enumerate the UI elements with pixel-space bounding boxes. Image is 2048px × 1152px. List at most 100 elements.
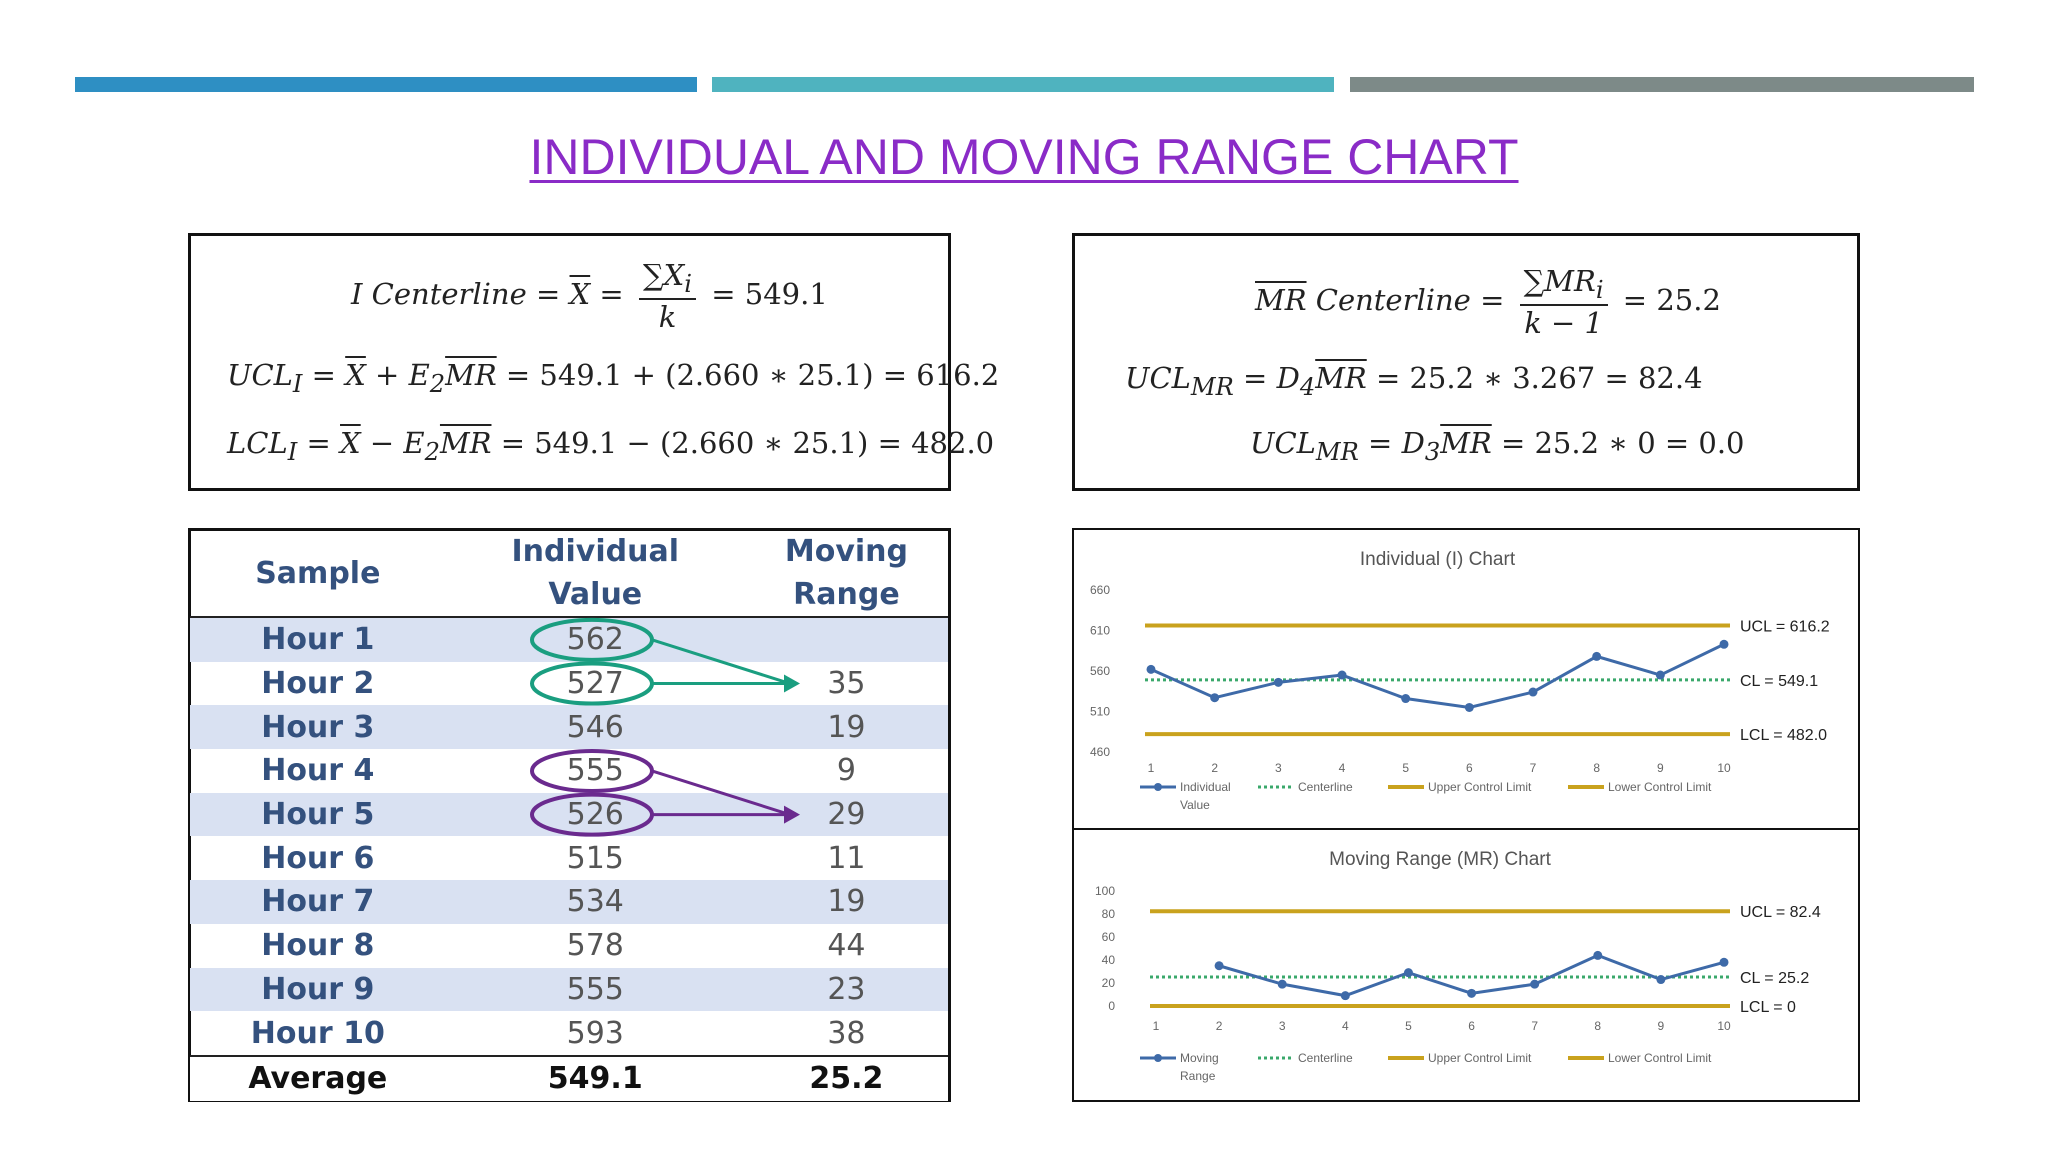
- y-tick-label: 40: [1102, 953, 1116, 967]
- x-tick-label: 8: [1593, 761, 1600, 775]
- table-row: Hour 10 593 38: [190, 1011, 948, 1056]
- individual-cell: 527: [566, 666, 624, 702]
- x-tick-label: 6: [1468, 1019, 1475, 1033]
- header-bar-teal: [712, 77, 1334, 92]
- y-tick-label: 510: [1090, 705, 1110, 719]
- x-tick-label: 9: [1657, 761, 1664, 775]
- i-lcl-value: 549.1 − (2.660 ∗ 25.1) = 482.0: [534, 426, 995, 460]
- x-tick-label: 3: [1275, 761, 1282, 775]
- y-tick-label: 560: [1090, 664, 1110, 678]
- mr-chart-box: [1072, 828, 1860, 1102]
- x-tick-label: 5: [1405, 1019, 1412, 1033]
- slide-title: INDIVIDUAL AND MOVING RANGE CHART: [529, 129, 1519, 185]
- legend-swatch-marker: [1154, 783, 1162, 791]
- moving-range-cell: 11: [827, 840, 866, 876]
- moving-range-cell: 23: [744, 967, 948, 1012]
- individual-cell: 555: [445, 967, 745, 1012]
- legend-label: Lower Control Limit: [1608, 780, 1712, 794]
- highlight-arrow: [651, 638, 791, 685]
- x-tick-label: 2: [1211, 761, 1218, 775]
- sample-cell: Hour 9: [190, 967, 446, 1012]
- highlight-ellipse: [530, 792, 654, 837]
- sample-cell: Hour 10: [250, 1015, 385, 1051]
- data-point: [1210, 693, 1220, 703]
- sample-cell: Hour 5: [190, 792, 446, 837]
- sample-cell: Hour 4: [261, 753, 375, 789]
- data-point: [1592, 651, 1602, 661]
- data-point: [1464, 702, 1474, 712]
- sample-cell: Hour 3: [190, 705, 446, 750]
- header-bar-blue: [75, 77, 697, 92]
- y-tick-label: 20: [1102, 976, 1116, 990]
- table-row: Hour 9 555 23: [190, 967, 948, 1012]
- arrow-head: [784, 674, 800, 693]
- data-point: [1656, 975, 1666, 985]
- sample-cell: Hour 7: [190, 880, 446, 924]
- data-point: [1214, 961, 1224, 971]
- data-table: Sample Individual Value Moving Range Hou…: [190, 530, 948, 1101]
- highlight-arrow: [651, 769, 791, 817]
- i-formula-box: I Centerline = X = ∑Xi k = 549.1 UCLI = X…: [188, 233, 999, 491]
- arrow-head: [784, 805, 800, 824]
- header-bar-gray: [1350, 77, 1974, 92]
- data-point: [1146, 664, 1156, 674]
- x-tick-label: 5: [1402, 761, 1409, 775]
- data-point: [1655, 670, 1665, 680]
- header-individual: Individual Value: [445, 530, 745, 618]
- legend-swatch-marker: [1154, 1054, 1162, 1062]
- control-limit-label: CL = 549.1: [1740, 673, 1818, 690]
- individual-cell: 555: [566, 753, 624, 789]
- control-limit-label: CL = 25.2: [1740, 970, 1809, 987]
- moving-range-cell: 38: [827, 1015, 866, 1051]
- moving-range-cell: 9: [836, 753, 856, 789]
- table-row: Hour 4 555 9: [190, 749, 948, 793]
- legend-label: Moving: [1180, 1051, 1219, 1065]
- data-point: [1337, 670, 1347, 680]
- table-row: Hour 5 526 29: [190, 792, 948, 837]
- mr-formula-box: MR Centerline = ∑MRi k − 1 = 25.2 UCLMR =…: [1072, 233, 1860, 491]
- data-point: [1403, 968, 1413, 978]
- x-tick-label: 8: [1594, 1019, 1601, 1033]
- moving-range-cell: 44: [827, 928, 866, 964]
- data-point: [1528, 687, 1538, 697]
- x-tick-label: 6: [1466, 761, 1473, 775]
- data-point: [1719, 957, 1729, 967]
- legend-label: Upper Control Limit: [1428, 1051, 1532, 1065]
- individual-cell: 593: [566, 1015, 624, 1051]
- data-point: [1719, 639, 1729, 649]
- x-tick-label: 9: [1658, 1019, 1665, 1033]
- control-limit-label: UCL = 616.2: [1740, 618, 1830, 635]
- moving-range-cell: 19: [744, 880, 948, 924]
- average-individual: 549.1: [445, 1054, 745, 1101]
- legend-label: Centerline: [1298, 780, 1353, 794]
- i-centerline-value: 549.1: [744, 276, 828, 311]
- data-point: [1340, 991, 1350, 1001]
- header-moving-range: Moving Range: [744, 530, 948, 618]
- x-tick-label: 7: [1530, 761, 1537, 775]
- individual-cell: 546: [445, 705, 745, 750]
- highlight-ellipse: [530, 617, 654, 662]
- individual-cell: 578: [566, 928, 624, 964]
- mr-ucl-value: 25.2 ∗ 3.267 = 82.4: [1409, 361, 1703, 395]
- table-row: Hour 3 546 19: [190, 705, 948, 750]
- control-limit-label: LCL = 482.0: [1740, 727, 1827, 744]
- moving-range-cell: 35: [827, 666, 866, 702]
- i-centerline-label: I Centerline: [351, 276, 527, 311]
- data-point: [1530, 979, 1540, 989]
- moving-range-cell: 19: [744, 705, 948, 750]
- legend-label: Lower Control Limit: [1608, 1051, 1712, 1065]
- mr-lcl-formula: UCLMR = D3MR = 25.2 ∗ 0 = 0.0: [1250, 426, 1745, 466]
- x-tick-label: 10: [1717, 761, 1731, 775]
- table-row: Hour 1 562: [190, 617, 948, 662]
- x-tick-label: 4: [1342, 1019, 1349, 1033]
- header-sample: Sample: [190, 530, 446, 618]
- sample-cell: Hour 1: [190, 617, 446, 662]
- x-tick-label: 4: [1339, 761, 1346, 775]
- i-lcl-formula: LCLI = X − E2MR = 549.1 − (2.660 ∗ 25.1)…: [227, 426, 995, 466]
- legend-label: Centerline: [1298, 1051, 1353, 1065]
- data-point: [1593, 950, 1603, 960]
- sample-cell: Hour 8: [261, 928, 375, 964]
- legend-label: Individual: [1180, 780, 1231, 794]
- individual-cell: 534: [445, 880, 745, 924]
